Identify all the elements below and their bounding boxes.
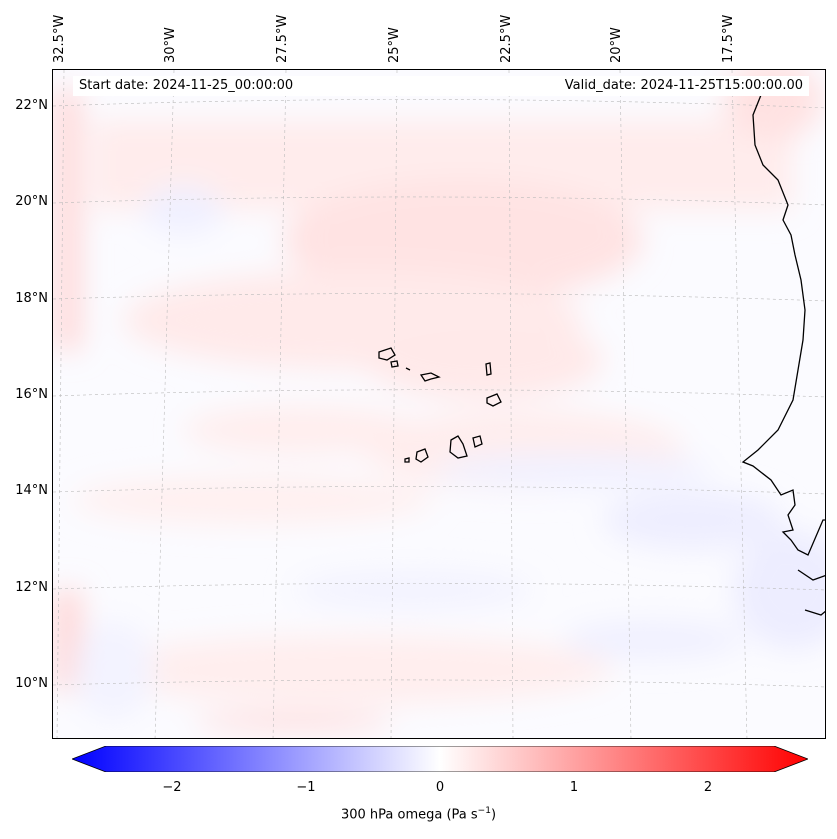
lon-label-27-5w: 27.5°W (275, 14, 290, 63)
map-header: Start date: 2024-11-25_00:00:00 Valid_da… (73, 76, 809, 96)
lat-label-12n: 12°N (15, 580, 48, 595)
colorbar-label-text: 300 hPa omega (Pa s (340, 807, 478, 823)
lat-label-16n: 16°N (15, 387, 48, 402)
lat-label-10n: 10°N (15, 676, 48, 691)
lon-label-22-5w: 22.5°W (499, 14, 514, 63)
colorbar-label-superscript: −1 (477, 806, 491, 816)
colorbar-label-close: ) (490, 807, 497, 823)
lon-label-20w: 20°W (609, 27, 624, 63)
lat-label-20n: 20°N (15, 194, 48, 209)
graticule (53, 70, 825, 738)
lon-label-25w: 25°W (387, 27, 402, 63)
lon-label-32-5w: 32.5°W (52, 14, 67, 63)
valid-date: Valid_date: 2024-11-25T15:00:00.00 (564, 78, 803, 93)
colorbar-label: 300 hPa omega (Pa s−1) (0, 806, 837, 822)
start-date: Start date: 2024-11-25_00:00:00 (79, 78, 294, 93)
lat-label-18n: 18°N (15, 291, 48, 306)
colorbar-tick-2: 2 (703, 780, 713, 795)
colorbar-tick-1: 1 (569, 780, 579, 795)
colorbar-tick-0: 0 (435, 780, 445, 795)
lon-label-30w: 30°W (163, 27, 178, 63)
omega-field (53, 70, 825, 730)
colorbar-tick-minus2: −2 (162, 780, 182, 795)
map-canvas (53, 70, 825, 738)
cape-verde-islands (378, 347, 502, 463)
lat-label-14n: 14°N (15, 483, 48, 498)
africa-coastline (741, 89, 825, 616)
colorbar-tick-minus1: −1 (296, 780, 316, 795)
colorbar (72, 746, 808, 772)
lat-label-22n: 22°N (15, 98, 48, 113)
omega-map (52, 69, 826, 739)
lon-label-17-5w: 17.5°W (721, 14, 736, 63)
